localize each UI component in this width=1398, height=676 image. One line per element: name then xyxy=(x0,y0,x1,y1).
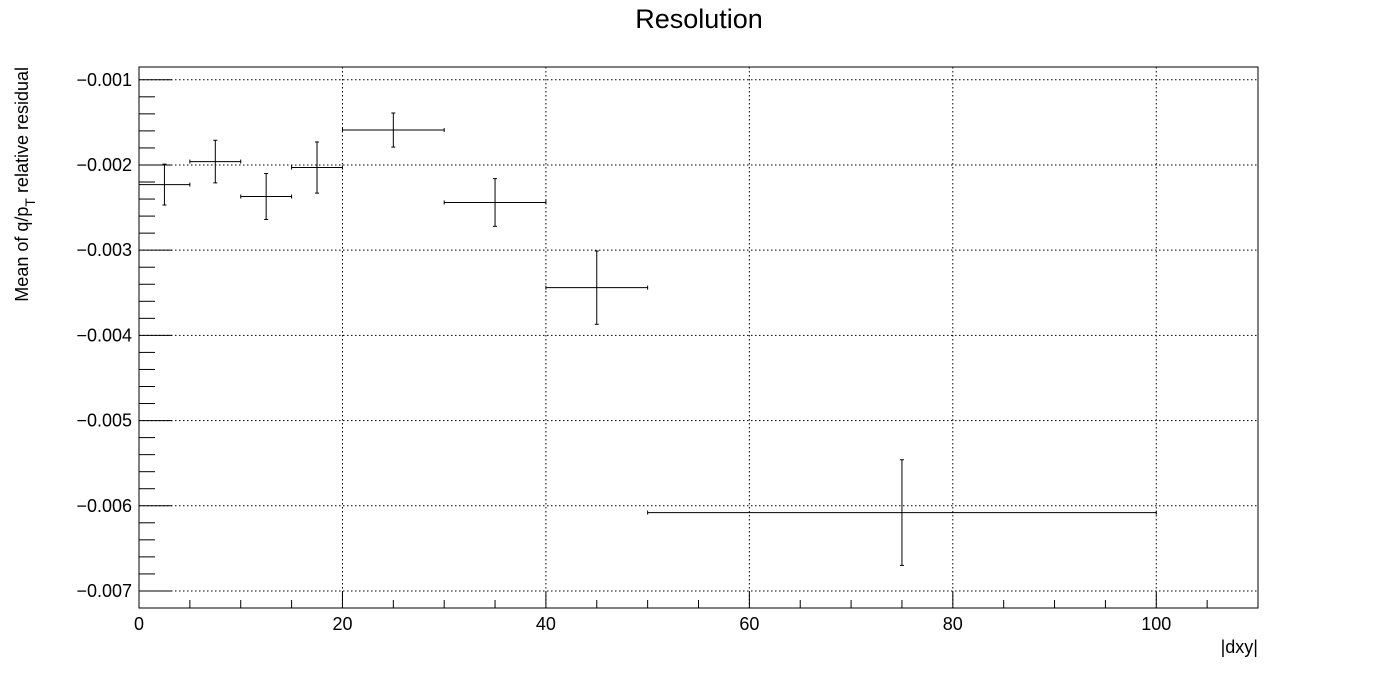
data-point xyxy=(443,178,547,227)
data-point xyxy=(138,163,191,206)
x-tick-label: 60 xyxy=(739,614,759,634)
y-axis-label-rest: relative residual xyxy=(12,67,32,198)
y-tick-label: −0.003 xyxy=(76,240,132,260)
chart-title: Resolution xyxy=(635,4,763,34)
x-tick-label: 80 xyxy=(943,614,963,634)
x-tick-label: 100 xyxy=(1141,614,1171,634)
axis-ticks xyxy=(138,79,1259,609)
x-tick-label: 40 xyxy=(536,614,556,634)
x-tick-label: 20 xyxy=(332,614,352,634)
x-axis-label: |dxy| xyxy=(1221,637,1258,657)
y-tick-label: −0.002 xyxy=(76,155,132,175)
data-point xyxy=(189,139,242,184)
y-tick-label: −0.006 xyxy=(76,496,132,516)
data-point xyxy=(341,112,445,148)
y-axis-label-main: Mean of q/p xyxy=(12,207,32,302)
data-point xyxy=(545,250,649,325)
y-tick-label: −0.004 xyxy=(76,325,132,345)
data-point xyxy=(240,172,293,221)
plot-frame xyxy=(138,66,1259,609)
grid xyxy=(139,67,1258,608)
x-tick-label: 0 xyxy=(134,614,144,634)
data-point xyxy=(647,459,1157,566)
y-tick-label: −0.005 xyxy=(76,411,132,431)
data-point xyxy=(291,141,343,194)
tick-labels: 0 20 40 60 80 100 −0.001 −0.002 −0.003 −0.004 −0.0… xyxy=(76,70,1171,634)
y-axis-label: Mean of q/pT relative residual xyxy=(12,67,38,302)
y-axis-label-subscript: T xyxy=(22,198,38,207)
data-points xyxy=(138,112,1157,566)
y-tick-label: −0.007 xyxy=(76,581,132,601)
y-tick-label: −0.001 xyxy=(76,70,132,90)
